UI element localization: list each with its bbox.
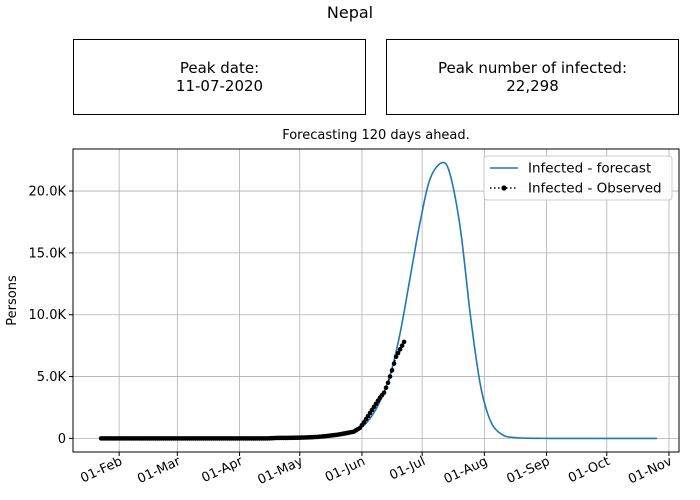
legend-observed-label: Infected - Observed (528, 181, 662, 197)
x-tick-label: 01-Jun (323, 454, 368, 485)
peak-infected-box: Peak number of infected: 22,298 (386, 39, 679, 115)
x-tick-label: 01-Jul (387, 454, 427, 484)
peak-date-value: 11-07-2020 (175, 77, 264, 95)
observed-point (385, 380, 391, 386)
observed-point (399, 343, 405, 348)
y-tick-label: 20.0K (29, 185, 67, 200)
observed-point (391, 361, 397, 366)
peak-infected-value: 22,298 (506, 77, 559, 95)
x-tick-label: 01-Mar (135, 454, 183, 487)
x-tick-label: 01-Sep (504, 454, 552, 487)
peak-infected-label: Peak number of infected: (437, 59, 628, 77)
observed-point (401, 339, 407, 345)
chart-title: Forecasting 120 days ahead. (282, 128, 470, 143)
x-tick-label: 01-Oct (566, 454, 612, 486)
peak-date-label: Peak date: (179, 59, 260, 77)
legend-observed-marker (501, 185, 507, 191)
y-axis-label: Persons (5, 275, 20, 326)
y-tick-label: 0 (58, 432, 66, 447)
legend-box (483, 155, 673, 201)
y-tick-label: 5.0K (37, 370, 67, 385)
y-tick-label: 15.0K (29, 246, 67, 261)
observed-point (395, 350, 401, 356)
observed-point (389, 368, 395, 373)
legend-forecast-label: Infected - forecast (528, 161, 651, 177)
observed-point (387, 374, 393, 379)
observed-point (381, 390, 387, 395)
x-tick-label: 01-Apr (200, 454, 246, 486)
plot-frame (72, 148, 680, 453)
x-tick-label: 01-May (255, 454, 305, 488)
forecast-line (347, 161, 657, 440)
observed-line (101, 341, 405, 440)
y-tick-label: 10.0K (29, 308, 67, 323)
x-tick-label: 01-Feb (78, 454, 124, 486)
x-tick-label: 01-Nov (626, 454, 675, 487)
observed-point (383, 385, 389, 390)
peak-date-box: Peak date: 11-07-2020 (73, 39, 366, 115)
observed-point (393, 354, 399, 360)
observed-point (397, 347, 403, 352)
x-tick-label: 01-Aug (442, 454, 490, 487)
figure-suptitle: Nepal (326, 3, 374, 22)
